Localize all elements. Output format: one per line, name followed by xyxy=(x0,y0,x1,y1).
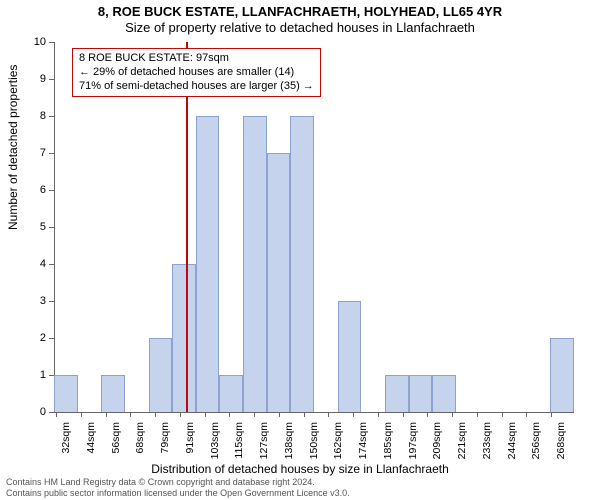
histogram-bar xyxy=(267,153,291,412)
y-tick-label: 6 xyxy=(6,184,46,196)
chart-title-line1: 8, ROE BUCK ESTATE, LLANFACHRAETH, HOLYH… xyxy=(0,4,600,19)
x-tick-label: 127sqm xyxy=(258,422,270,462)
property-marker-line xyxy=(186,42,188,412)
x-tick-label: 103sqm xyxy=(209,422,221,462)
x-tick-label: 244sqm xyxy=(506,422,518,462)
x-tick-label: 68sqm xyxy=(134,422,146,462)
chart-title-line2: Size of property relative to detached ho… xyxy=(0,20,600,35)
x-tick-label: 162sqm xyxy=(332,422,344,462)
x-tick-label: 197sqm xyxy=(407,422,419,462)
histogram-bar xyxy=(432,375,456,412)
histogram-bar xyxy=(338,301,362,412)
footer-attribution: Contains HM Land Registry data © Crown c… xyxy=(6,477,350,498)
annotation-line1: 8 ROE BUCK ESTATE: 97sqm xyxy=(79,52,314,66)
x-tick-label: 79sqm xyxy=(159,422,171,462)
x-tick-label: 91sqm xyxy=(184,422,196,462)
y-tick-label: 0 xyxy=(6,406,46,418)
histogram-bar xyxy=(54,375,78,412)
annotation-line3: 71% of semi-detached houses are larger (… xyxy=(79,80,314,94)
x-tick-label: 221sqm xyxy=(456,422,468,462)
x-tick-label: 174sqm xyxy=(357,422,369,462)
x-tick-label: 209sqm xyxy=(431,422,443,462)
histogram-bar xyxy=(550,338,574,412)
x-tick-label: 32sqm xyxy=(60,422,72,462)
y-tick-label: 5 xyxy=(6,221,46,233)
x-tick-label: 185sqm xyxy=(382,422,394,462)
y-tick-label: 8 xyxy=(6,110,46,122)
histogram-bar xyxy=(385,375,409,412)
y-tick-label: 7 xyxy=(6,147,46,159)
footer-line1: Contains HM Land Registry data © Crown c… xyxy=(6,477,350,487)
y-tick-label: 1 xyxy=(6,369,46,381)
x-axis-label: Distribution of detached houses by size … xyxy=(0,462,600,476)
histogram-bar xyxy=(101,375,125,412)
x-tick-label: 150sqm xyxy=(308,422,320,462)
y-tick-label: 3 xyxy=(6,295,46,307)
y-tick-label: 2 xyxy=(6,332,46,344)
histogram-bar xyxy=(172,264,196,412)
footer-line2: Contains public sector information licen… xyxy=(6,488,350,498)
y-tick-label: 9 xyxy=(6,73,46,85)
y-tick-label: 10 xyxy=(6,36,46,48)
histogram-bar xyxy=(196,116,220,412)
annotation-box: 8 ROE BUCK ESTATE: 97sqm← 29% of detache… xyxy=(72,48,321,97)
y-tick-label: 4 xyxy=(6,258,46,270)
x-tick-label: 256sqm xyxy=(530,422,542,462)
x-tick-label: 56sqm xyxy=(110,422,122,462)
histogram-bar xyxy=(409,375,433,412)
x-tick-label: 268sqm xyxy=(555,422,567,462)
histogram-bar xyxy=(243,116,267,412)
histogram-bar xyxy=(290,116,314,412)
histogram-bar xyxy=(149,338,173,412)
x-tick-label: 44sqm xyxy=(85,422,97,462)
histogram-bar xyxy=(219,375,243,412)
x-tick-label: 115sqm xyxy=(233,422,245,462)
plot-area: 01234567891032sqm44sqm56sqm68sqm79sqm91s… xyxy=(54,42,574,412)
x-tick-label: 138sqm xyxy=(283,422,295,462)
x-tick-label: 233sqm xyxy=(481,422,493,462)
annotation-line2: ← 29% of detached houses are smaller (14… xyxy=(79,66,314,80)
